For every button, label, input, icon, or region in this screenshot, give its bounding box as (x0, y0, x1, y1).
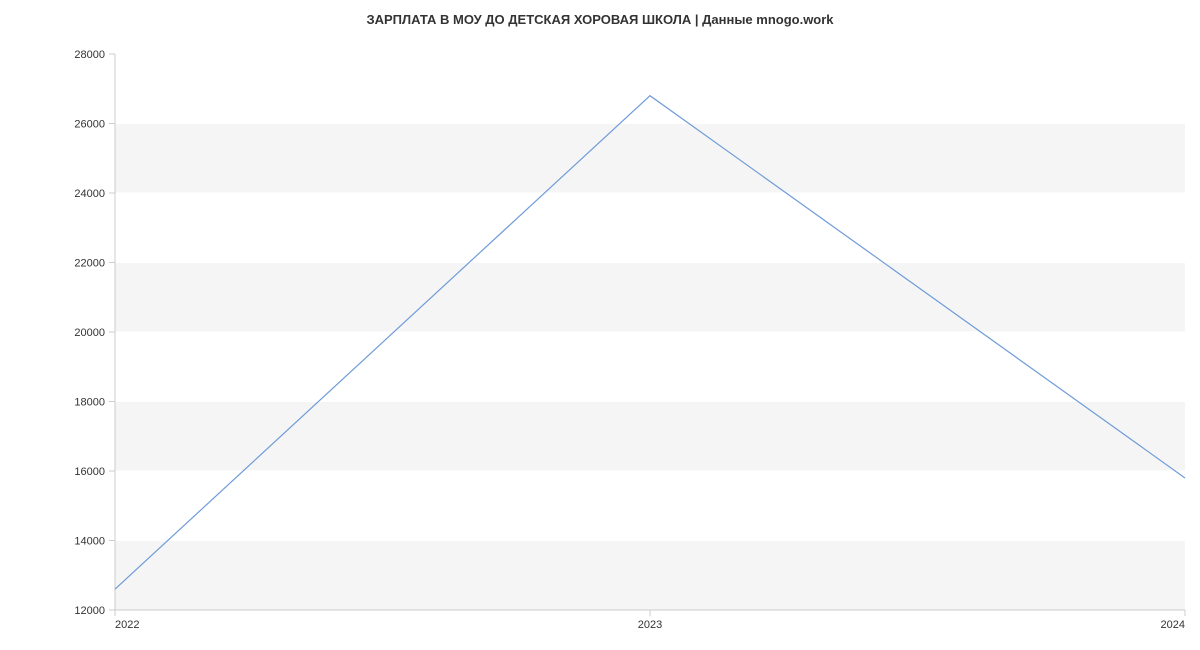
svg-text:2022: 2022 (115, 619, 139, 631)
svg-text:12000: 12000 (74, 605, 105, 617)
svg-text:18000: 18000 (74, 397, 105, 409)
svg-text:28000: 28000 (74, 49, 105, 61)
svg-text:2023: 2023 (638, 619, 662, 631)
svg-text:24000: 24000 (74, 188, 105, 200)
svg-text:2024: 2024 (1161, 619, 1185, 631)
svg-text:22000: 22000 (74, 258, 105, 270)
chart-container: 12000 14000 16000 18000 20000 22000 24000 26000… (0, 40, 1200, 650)
line-chart-svg: 12000 14000 16000 18000 20000 22000 24000 26000… (0, 40, 1200, 650)
svg-text:14000: 14000 (74, 536, 105, 548)
chart-title: ЗАРПЛАТА В МОУ ДО ДЕТСКАЯ ХОРОВАЯ ШКОЛА … (0, 0, 1200, 27)
svg-text:26000: 26000 (74, 119, 105, 131)
svg-text:20000: 20000 (74, 327, 105, 339)
svg-text:16000: 16000 (74, 466, 105, 478)
